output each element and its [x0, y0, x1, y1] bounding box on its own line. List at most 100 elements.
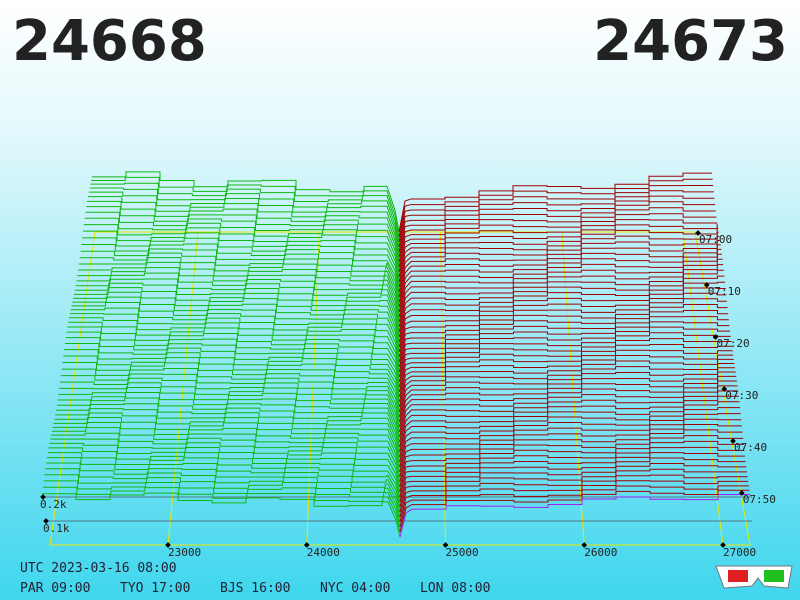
bid-depth-line	[75, 278, 400, 333]
bid-depth-line	[51, 432, 401, 483]
time-tick-label: 07:50	[743, 493, 776, 506]
bid-depth-line	[71, 301, 400, 358]
bid-depth-line	[56, 397, 401, 448]
bid-depth-line	[49, 442, 401, 493]
price-tick	[581, 542, 588, 548]
utc-time: UTC 2023-03-16 08:00	[20, 561, 177, 576]
green-lens	[764, 570, 784, 582]
ask-depth-line	[399, 446, 745, 493]
bid-depth-line	[73, 291, 400, 348]
ask-depth-line	[398, 298, 727, 353]
ask-depth-line	[399, 349, 733, 398]
bid-price: 24668	[12, 9, 207, 74]
ask-depth-line	[399, 440, 744, 488]
ask-depth-line	[398, 235, 720, 293]
price-tick	[165, 542, 171, 548]
time-tick	[730, 438, 736, 444]
bid-depth-line	[47, 452, 401, 503]
bid-depth-line	[44, 474, 401, 523]
bid-depth-line	[84, 217, 400, 278]
bid-depth-line	[78, 261, 400, 318]
ask-depth-line	[399, 413, 741, 463]
bid-depth-line	[42, 492, 401, 538]
ask-depth-line	[399, 338, 732, 388]
bid-depth-line	[50, 438, 401, 488]
bid-depth-line	[85, 211, 400, 273]
bid-depth-line	[61, 367, 401, 418]
ask-depth-line	[399, 344, 732, 393]
price-grid-line	[440, 231, 446, 546]
ask-depth-line	[398, 316, 729, 368]
ask-depth-line	[398, 244, 721, 303]
ask-depth-line	[399, 494, 750, 538]
ask-depth-line	[399, 380, 737, 433]
price-tick-label: 26000	[584, 546, 617, 559]
bid-depth-line	[68, 321, 400, 378]
time-tick	[738, 490, 745, 496]
bid-depth-line	[78, 257, 400, 313]
ask-depth-line	[399, 489, 750, 533]
bid-depth-line	[46, 462, 401, 513]
price-tick-label: 25000	[446, 546, 479, 559]
bid-depth-line	[60, 373, 401, 423]
ask-depth-line	[399, 332, 731, 383]
ask-depth-line	[399, 375, 737, 428]
ask-depth-line	[398, 281, 726, 338]
time-tick	[721, 386, 728, 392]
city-time: PAR 09:00	[20, 581, 90, 596]
bid-depth-line	[66, 331, 400, 388]
bid-depth-line	[58, 386, 401, 438]
bid-depth-line	[45, 468, 401, 518]
bid-depth-line	[72, 296, 400, 353]
ask-depth-line	[399, 354, 734, 403]
bid-depth-line	[53, 417, 401, 468]
bid-depth-line	[77, 267, 400, 323]
ask-depth-line	[398, 248, 722, 308]
ask-depth-line	[398, 253, 722, 313]
price-tick	[442, 542, 449, 548]
bid-depth-line	[59, 382, 401, 433]
bid-depth-line	[79, 252, 400, 308]
city-time: NYC 04:00	[320, 581, 390, 596]
price-grid-line	[682, 231, 724, 546]
bid-depth-line	[64, 349, 401, 403]
bid-depth-line	[46, 457, 401, 508]
ask-depth-line	[398, 321, 730, 373]
bid-depth-line	[87, 200, 400, 263]
time-tick-label: 07:10	[708, 285, 741, 298]
ask-depth-line	[398, 309, 729, 363]
ask-depth-line	[398, 258, 723, 318]
ask-depth-line	[399, 429, 743, 478]
bid-depth-line	[62, 362, 401, 413]
ask-depth-line	[398, 223, 718, 278]
ask-depth-line	[399, 367, 736, 418]
price-tick-label: 24000	[307, 546, 340, 559]
glasses-icon	[715, 565, 793, 589]
bid-depth-line	[43, 480, 401, 528]
bid-depth-line	[80, 248, 400, 303]
ask-depth-line	[398, 227, 719, 283]
ask-depth-line	[398, 269, 724, 328]
ask-depth-line	[399, 395, 739, 448]
bid-depth-line	[87, 196, 400, 258]
ask-depth-line	[399, 435, 744, 483]
bid-depth-line	[70, 307, 400, 363]
bid-depth-line	[73, 287, 400, 343]
bid-depth-line	[82, 230, 400, 288]
ask-depth-line	[398, 275, 725, 333]
bid-depth-line	[55, 408, 401, 458]
price-tick	[303, 542, 310, 548]
ask-depth-line	[399, 474, 748, 518]
bid-depth-line	[60, 377, 401, 428]
ask-depth-line	[399, 363, 735, 413]
time-tick-label: 07:20	[716, 337, 749, 350]
ask-depth-line	[398, 287, 726, 343]
bid-depth-line	[83, 224, 400, 283]
ask-depth-line	[398, 178, 713, 238]
ask-depth-line	[399, 463, 747, 508]
ask-depth-line	[399, 358, 734, 408]
city-time: TYO 17:00	[120, 581, 190, 596]
time-tick	[712, 334, 719, 340]
bid-depth-line	[91, 176, 400, 238]
